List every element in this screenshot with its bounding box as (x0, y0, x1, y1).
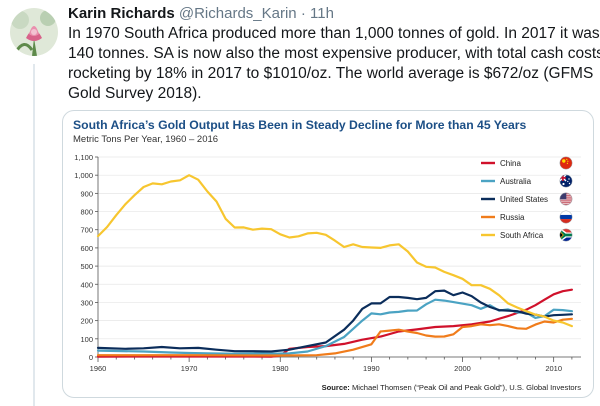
y-tick-label: 1,100 (74, 153, 93, 162)
legend-label: South Africa (500, 231, 544, 240)
legend-label: China (500, 159, 521, 168)
china-flag-icon (559, 156, 573, 170)
series-line-australia (96, 298, 573, 355)
x-tick-label: 1960 (90, 364, 107, 373)
x-tick-label: 1980 (272, 364, 289, 373)
series-line-russia (96, 317, 573, 357)
y-tick-label: 300 (80, 298, 93, 307)
legend-label: Russia (500, 213, 525, 222)
series-line-united-states (96, 289, 573, 353)
gold-output-chart: South Africa’s Gold Output Has Been in S… (73, 118, 582, 392)
y-tick-label: 800 (80, 208, 93, 217)
y-tick-label: 600 (80, 244, 93, 253)
legend-label: United States (500, 195, 548, 204)
australia-flag-icon (559, 174, 573, 188)
tweet-text-line: In 1970 South Africa produced more than … (68, 25, 600, 42)
source-label: Source: (322, 383, 352, 392)
chart-source: Source: Michael Thomsen (“Peak Oil and P… (322, 383, 582, 392)
flag-outline (559, 210, 573, 224)
source-text: Michael Thomsen (“Peak Oil and Peak Gold… (352, 383, 581, 392)
flag-outline (559, 156, 573, 170)
y-tick-label: 200 (80, 317, 93, 326)
y-tick-label: 900 (80, 189, 93, 198)
flag-outline (559, 174, 573, 188)
display-name[interactable]: Karin Richards (68, 5, 175, 22)
y-tick-label: 400 (80, 280, 93, 289)
thread-line (33, 64, 35, 406)
y-tick-label: 700 (80, 226, 93, 235)
tweet-timestamp[interactable]: 11h (310, 5, 334, 22)
y-tick-label: 0 (89, 353, 93, 362)
tweet-text: In 1970 South Africa produced more than … (68, 24, 600, 104)
x-tick-label: 1990 (363, 364, 380, 373)
flag-outline (559, 192, 573, 206)
tweet-image-card[interactable]: South Africa’s Gold Output Has Been in S… (62, 110, 594, 398)
chart-title: South Africa’s Gold Output Has Been in S… (73, 118, 527, 132)
y-tick-label: 500 (80, 262, 93, 271)
y-tick-label: 1,000 (74, 171, 93, 180)
united-states-flag-icon (559, 192, 573, 206)
tweet-text-line: Gold Survey 2018). (68, 85, 202, 102)
flag-outline (559, 228, 573, 242)
flower-avatar-image (10, 8, 58, 56)
x-tick-label: 2010 (545, 364, 562, 373)
x-tick-label: 2000 (454, 364, 471, 373)
x-tick-label: 1970 (181, 364, 198, 373)
separator-dot: · (300, 5, 306, 22)
chart-subtitle: Metric Tons Per Year, 1960 – 2016 (73, 134, 218, 145)
avatar[interactable] (10, 8, 58, 56)
tweet-text-line: rocketing by 18% in 2017 to $1010/oz. Th… (68, 65, 594, 82)
tweet-header: Karin Richards @Richards_Karin · 11h (68, 5, 334, 23)
south-africa-flag-icon (559, 228, 573, 242)
y-tick-label: 100 (80, 335, 93, 344)
tweet-text-line: 140 tonnes. SA is now also the most expe… (68, 45, 600, 62)
legend-label: Australia (500, 177, 532, 186)
russia-flag-icon (559, 210, 573, 224)
series-line-south-africa (96, 174, 573, 328)
user-handle[interactable]: @Richards_Karin (178, 5, 297, 22)
